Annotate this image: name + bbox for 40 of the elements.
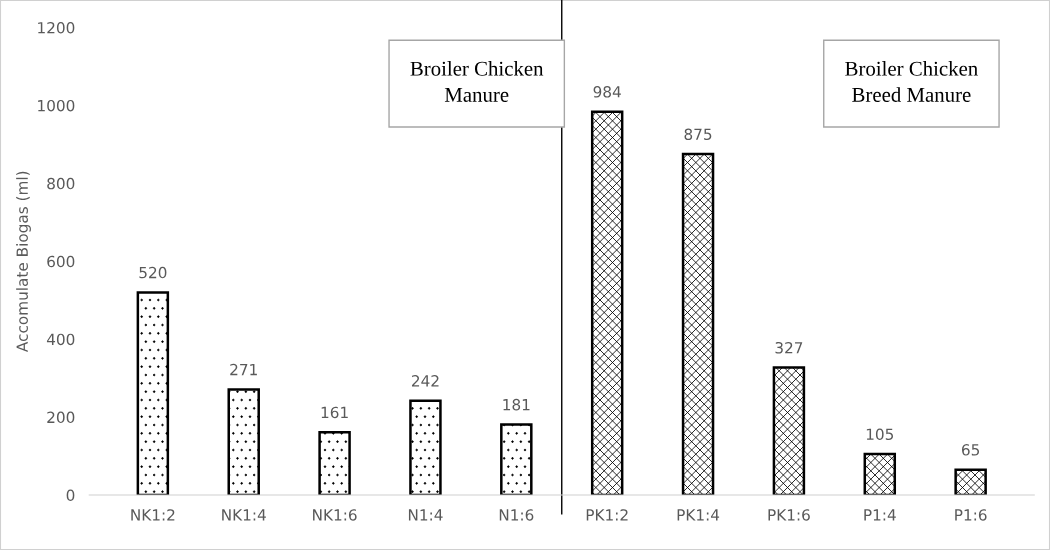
- annotation: Broiler Chicken Breed Manure: [845, 61, 978, 102]
- bar: [681, 152, 715, 495]
- x-tick-label: PK1:2: [586, 509, 628, 521]
- x-tick-label: PK1:4: [677, 509, 720, 521]
- data-label: 242: [411, 375, 439, 387]
- y-tick-label: 0: [66, 489, 75, 502]
- y-tick-label: 800: [47, 177, 75, 190]
- x-tick-label: N1:6: [499, 509, 534, 521]
- x-tick-label: NK1:4: [222, 509, 266, 521]
- data-label: 520: [139, 266, 167, 279]
- bar: [954, 468, 987, 495]
- bar: [772, 366, 806, 495]
- y-tick-label: 1000: [38, 99, 75, 112]
- annotation: Broiler Chicken Manure: [410, 61, 544, 102]
- x-tick-label: NK1:6: [313, 509, 357, 521]
- y-tick-label: 1200: [38, 21, 75, 34]
- x-tick-label: P1:4: [864, 509, 896, 521]
- y-tick-label: 400: [46, 333, 75, 346]
- data-label: 105: [866, 428, 894, 441]
- bar: [590, 110, 624, 495]
- y-tick-label: 600: [47, 255, 75, 268]
- bar: [136, 291, 170, 495]
- data-label: 181: [503, 398, 530, 411]
- bar: [227, 388, 260, 495]
- x-tick-label: N1:4: [408, 509, 443, 521]
- x-tick-label: PK1:6: [768, 509, 810, 521]
- bar: [409, 399, 442, 495]
- y-tick-label: 200: [47, 411, 75, 424]
- data-label: 327: [775, 341, 803, 354]
- data-label: 875: [684, 128, 712, 141]
- data-label: 161: [321, 406, 348, 419]
- data-label: 271: [230, 363, 257, 376]
- bar: [318, 431, 351, 495]
- x-tick-label: NK1:2: [131, 509, 175, 521]
- data-label: 65: [961, 444, 980, 456]
- data-label: 984: [593, 86, 621, 98]
- bar: [863, 452, 897, 495]
- bar: [500, 423, 533, 495]
- x-tick-label: P1:6: [955, 509, 987, 521]
- y-axis-title: Accomulate Biogas (ml): [16, 171, 31, 352]
